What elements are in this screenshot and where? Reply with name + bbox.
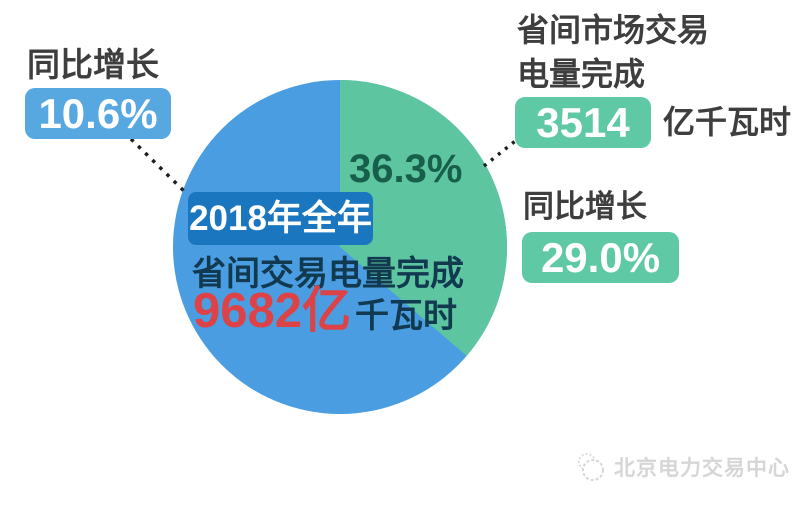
year-badge: 2018年全年 <box>188 192 373 245</box>
market-value-unit: 亿千瓦时 <box>663 103 792 140</box>
watermark-text: 北京电力交易中心 <box>614 457 790 480</box>
total-value-unit: 千瓦时 <box>355 297 458 335</box>
right-title-line2: 电量完成 <box>517 56 646 92</box>
left-growth-value-badge: 10.6% <box>25 88 171 139</box>
left-growth-label: 同比增长 <box>27 46 159 83</box>
pie-slice-teal <box>340 80 507 356</box>
right-value-row: 3514 亿千瓦时 <box>515 97 791 148</box>
center-caption: 省间交易电量完成 <box>192 255 464 293</box>
watermark-logo-icon <box>578 453 604 481</box>
right-growth-label: 同比增长 <box>523 189 647 224</box>
right-growth-value-badge: 29.0% <box>522 232 679 283</box>
total-value: 9682亿 <box>193 284 352 338</box>
center-value-row: 9682亿 千瓦时 <box>193 284 458 339</box>
right-callout-connector-line <box>482 136 521 168</box>
left-callout-connector-line <box>129 137 188 195</box>
market-value-badge: 3514 <box>515 97 651 148</box>
pie-slice-percent-label: 36.3% <box>349 147 463 191</box>
right-title-line1: 省间市场交易 <box>517 12 710 48</box>
watermark: 北京电力交易中心 <box>574 450 790 484</box>
